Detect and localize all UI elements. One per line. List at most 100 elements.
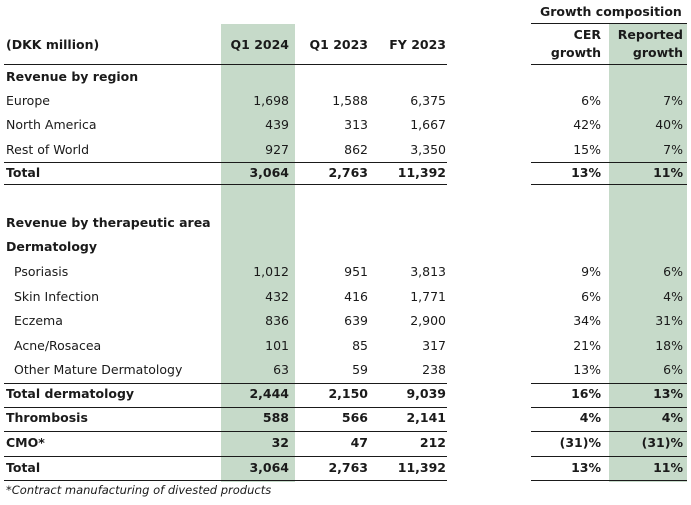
value-reported-growth: 40% [655, 117, 683, 132]
value-reported-growth: 4% [663, 289, 683, 304]
value-cer-growth: 9% [581, 264, 601, 279]
value-cer-growth: 16% [571, 386, 601, 401]
value-q1-2023: 47 [350, 435, 368, 450]
row-label: Acne/Rosacea [14, 338, 102, 353]
row-rule-right [531, 407, 687, 408]
value-q1-2023: 1,588 [332, 93, 368, 108]
row-rule-left [4, 480, 447, 481]
value-fy-2023: 1,771 [410, 289, 446, 304]
row-label: Rest of World [6, 142, 90, 157]
value-reported-growth: 6% [663, 362, 683, 377]
value-cer-growth: 42% [573, 117, 601, 132]
value-fy-2023: 3,350 [410, 142, 446, 157]
value-cer-growth: 6% [581, 93, 601, 108]
value-q1-2024: 32 [271, 435, 289, 450]
value-fy-2023: 11,392 [397, 460, 446, 475]
row-rule-left [4, 383, 447, 384]
value-fy-2023: 2,141 [406, 410, 446, 425]
value-reported-growth: 31% [655, 313, 683, 328]
value-reported-growth: 4% [661, 410, 683, 425]
value-q1-2024: 3,064 [249, 460, 289, 475]
row-label: Thrombosis [6, 410, 88, 425]
value-q1-2024: 1,698 [253, 93, 289, 108]
row-rule-right [531, 383, 687, 384]
value-fy-2023: 238 [422, 362, 446, 377]
row-rule-right [531, 431, 687, 432]
value-reported-growth: 13% [653, 386, 683, 401]
value-reported-growth: 7% [663, 93, 683, 108]
header-rule-right [531, 64, 687, 65]
value-cer-growth: 34% [573, 313, 601, 328]
value-q1-2024: 101 [265, 338, 289, 353]
row-label: Psoriasis [14, 264, 69, 279]
growth-composition-heading: Growth composition [540, 4, 682, 19]
value-fy-2023: 6,375 [410, 93, 446, 108]
row-label: Total dermatology [6, 386, 135, 401]
value-q1-2023: 862 [344, 142, 368, 157]
value-cer-growth: 13% [571, 165, 601, 180]
row-label: Other Mature Dermatology [14, 362, 183, 377]
value-q1-2024: 588 [262, 410, 289, 425]
value-q1-2023: 313 [344, 117, 368, 132]
rule-above-region-total-right [531, 162, 687, 163]
reported-growth-column-highlight [609, 24, 687, 482]
rule-below-region-total-right [531, 184, 687, 185]
value-q1-2024: 439 [265, 117, 289, 132]
rule-above-region-total [4, 162, 447, 163]
section-heading-region: Revenue by region [6, 69, 139, 84]
value-cer-growth: (31)% [559, 435, 601, 450]
row-label: CMO* [6, 435, 45, 450]
row-rule-right [531, 456, 687, 457]
value-reported-growth: (31)% [641, 435, 683, 450]
value-fy-2023: 11,392 [397, 165, 446, 180]
row-label: Skin Infection [14, 289, 100, 304]
col-header-reported-line1: Reported [617, 27, 683, 42]
value-q1-2024: 927 [265, 142, 289, 157]
value-q1-2023: 566 [341, 410, 368, 425]
value-q1-2024: 3,064 [249, 165, 289, 180]
value-cer-growth: 21% [573, 338, 601, 353]
value-q1-2024: 63 [273, 362, 289, 377]
value-cer-growth: 13% [573, 362, 601, 377]
value-reported-growth: 7% [663, 142, 683, 157]
row-rule-left [4, 407, 447, 408]
value-fy-2023: 317 [422, 338, 446, 353]
value-reported-growth: 18% [655, 338, 683, 353]
value-reported-growth: 11% [653, 165, 683, 180]
growth-composition-rule [531, 23, 687, 24]
value-q1-2023: 2,763 [328, 165, 368, 180]
value-fy-2023: 1,667 [410, 117, 446, 132]
row-label: North America [6, 117, 97, 132]
value-reported-growth: 11% [653, 460, 683, 475]
col-header-reported-line2: growth [632, 45, 683, 60]
value-fy-2023: 9,039 [406, 386, 446, 401]
row-label: Europe [6, 93, 50, 108]
header-rule-left [4, 64, 447, 65]
value-q1-2023: 85 [352, 338, 368, 353]
rule-below-region-total [4, 184, 447, 185]
row-rule-left [4, 431, 447, 432]
row-label: Total [6, 460, 41, 475]
row-label: Eczema [14, 313, 63, 328]
col-header-fy-2023: FY 2023 [389, 37, 446, 52]
col-header-q1-2024: Q1 2024 [230, 37, 289, 52]
value-q1-2023: 2,150 [328, 386, 368, 401]
row-label: Total [6, 165, 41, 180]
value-q1-2023: 59 [352, 362, 368, 377]
value-cer-growth: 13% [571, 460, 601, 475]
row-rule-right [531, 480, 687, 481]
section-heading-therapeutic: Revenue by therapeutic area [6, 215, 211, 230]
value-fy-2023: 2,900 [410, 313, 446, 328]
footnote: *Contract manufacturing of divested prod… [6, 483, 272, 497]
value-q1-2024: 432 [265, 289, 289, 304]
value-reported-growth: 6% [663, 264, 683, 279]
value-q1-2023: 639 [344, 313, 368, 328]
value-cer-growth: 15% [573, 142, 601, 157]
unit-label: (DKK million) [6, 37, 100, 52]
value-q1-2023: 416 [344, 289, 368, 304]
value-q1-2023: 2,763 [328, 460, 368, 475]
value-fy-2023: 3,813 [410, 264, 446, 279]
subsection-heading-dermatology: Dermatology [6, 239, 98, 254]
value-q1-2024: 1,012 [253, 264, 289, 279]
col-header-cer-line1: CER [573, 27, 601, 42]
